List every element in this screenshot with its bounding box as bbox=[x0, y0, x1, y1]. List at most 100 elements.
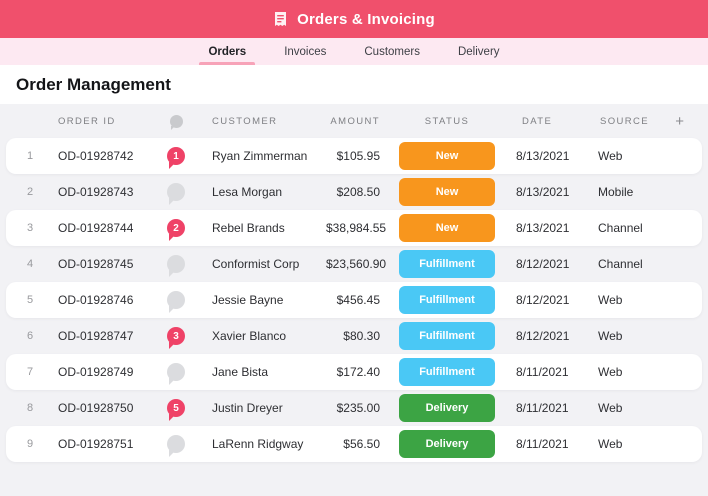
date-cell: 8/12/2021 bbox=[516, 329, 570, 343]
amount-cell: $456.45 bbox=[336, 293, 380, 307]
date-cell: 8/12/2021 bbox=[516, 293, 570, 307]
comment-count: 1 bbox=[173, 150, 179, 162]
source-cell: Web bbox=[598, 149, 623, 163]
date-cell: 8/13/2021 bbox=[516, 221, 570, 235]
table-row[interactable]: 4 OD-01928745 Conformist Corp $23,560.90… bbox=[6, 246, 702, 282]
row-number: 4 bbox=[26, 258, 34, 270]
customer-cell: Conformist Corp bbox=[212, 257, 300, 271]
table-body: 1 OD-01928742 1 Ryan Zimmerman $105.95 N… bbox=[6, 138, 702, 462]
status-badge[interactable]: Fulfillment bbox=[399, 286, 495, 314]
table-row[interactable]: 6 OD-01928747 3 Xavier Blanco $80.30 Ful… bbox=[6, 318, 702, 354]
row-number: 2 bbox=[26, 186, 34, 198]
date-cell: 8/11/2021 bbox=[516, 401, 569, 415]
amount-cell: $80.30 bbox=[343, 329, 380, 343]
column-header-status: STATUS bbox=[424, 115, 470, 127]
comments-column-header bbox=[154, 114, 198, 128]
tab-customers[interactable]: Customers bbox=[364, 45, 420, 58]
customer-cell: LaRenn Ridgway bbox=[212, 437, 304, 451]
receipt-icon bbox=[273, 11, 288, 28]
status-badge[interactable]: New bbox=[399, 142, 495, 170]
comment-bubble[interactable] bbox=[167, 255, 185, 273]
order-id-cell: OD-01928747 bbox=[58, 329, 134, 343]
page-header: Order Management bbox=[0, 65, 708, 104]
add-column-button[interactable]: + bbox=[675, 112, 684, 130]
source-cell: Web bbox=[598, 365, 623, 379]
customer-cell: Ryan Zimmerman bbox=[212, 149, 308, 163]
comment-count: 5 bbox=[173, 402, 179, 414]
comment-count: 2 bbox=[173, 222, 179, 234]
comment-bubble[interactable]: 2 bbox=[167, 219, 185, 237]
table-row[interactable]: 5 OD-01928746 Jessie Bayne $456.45 Fulfi… bbox=[6, 282, 702, 318]
amount-cell: $235.00 bbox=[336, 401, 380, 415]
date-cell: 8/11/2021 bbox=[516, 365, 569, 379]
orders-table: ORDER ID CUSTOMER AMOUNT STATUS DATE SOU… bbox=[0, 104, 708, 496]
app-header: Orders & Invoicing bbox=[0, 0, 708, 38]
tab-invoices[interactable]: Invoices bbox=[284, 45, 327, 58]
status-badge[interactable]: Delivery bbox=[399, 394, 495, 422]
column-header-amount: AMOUNT bbox=[330, 115, 380, 127]
status-badge[interactable]: Fulfillment bbox=[399, 250, 495, 278]
table-row[interactable]: 3 OD-01928744 2 Rebel Brands $38,984.55 … bbox=[6, 210, 702, 246]
source-cell: Channel bbox=[598, 221, 643, 235]
date-cell: 8/11/2021 bbox=[516, 437, 569, 451]
row-number: 9 bbox=[26, 438, 34, 450]
order-id-cell: OD-01928750 bbox=[58, 401, 134, 415]
amount-cell: $23,560.90 bbox=[326, 257, 387, 271]
row-number: 3 bbox=[26, 222, 34, 234]
amount-cell: $172.40 bbox=[336, 365, 380, 379]
table-row[interactable]: 1 OD-01928742 1 Ryan Zimmerman $105.95 N… bbox=[6, 138, 702, 174]
comment-bubble[interactable] bbox=[167, 183, 185, 201]
status-badge[interactable]: Fulfillment bbox=[399, 358, 495, 386]
order-id-cell: OD-01928751 bbox=[58, 437, 134, 451]
row-number: 8 bbox=[26, 402, 34, 414]
comment-bubble[interactable]: 5 bbox=[167, 399, 185, 417]
comment-bubble[interactable] bbox=[167, 291, 185, 309]
amount-cell: $208.50 bbox=[336, 185, 380, 199]
source-cell: Web bbox=[598, 329, 623, 343]
comment-bubble[interactable] bbox=[167, 363, 185, 381]
table-row[interactable]: 8 OD-01928750 5 Justin Dreyer $235.00 De… bbox=[6, 390, 702, 426]
source-cell: Web bbox=[598, 293, 623, 307]
tab-delivery[interactable]: Delivery bbox=[457, 45, 500, 58]
comment-bubble[interactable]: 3 bbox=[167, 327, 185, 345]
date-cell: 8/13/2021 bbox=[516, 149, 570, 163]
status-badge[interactable]: New bbox=[399, 178, 495, 206]
amount-cell: $38,984.55 bbox=[326, 221, 387, 235]
column-header-customer: CUSTOMER bbox=[212, 115, 278, 127]
order-id-cell: OD-01928744 bbox=[58, 221, 134, 235]
customer-cell: Jessie Bayne bbox=[212, 293, 284, 307]
customer-cell: Jane Bista bbox=[212, 365, 269, 379]
row-number: 7 bbox=[26, 366, 34, 378]
status-badge[interactable]: New bbox=[399, 214, 495, 242]
column-header-date: DATE bbox=[522, 115, 553, 127]
table-row[interactable]: 2 OD-01928743 Lesa Morgan $208.50 New 8/… bbox=[6, 174, 702, 210]
status-badge[interactable]: Fulfillment bbox=[399, 322, 495, 350]
row-number: 1 bbox=[26, 150, 34, 162]
source-cell: Web bbox=[598, 401, 623, 415]
order-id-cell: OD-01928742 bbox=[58, 149, 134, 163]
row-number: 6 bbox=[26, 330, 34, 342]
comment-bubble[interactable]: 1 bbox=[167, 147, 185, 165]
date-cell: 8/13/2021 bbox=[516, 185, 570, 199]
amount-cell: $56.50 bbox=[343, 437, 380, 451]
row-number: 5 bbox=[26, 294, 34, 306]
table-row[interactable]: 7 OD-01928749 Jane Bista $172.40 Fulfill… bbox=[6, 354, 702, 390]
order-id-cell: OD-01928746 bbox=[58, 293, 134, 307]
customer-cell: Rebel Brands bbox=[212, 221, 285, 235]
order-id-cell: OD-01928749 bbox=[58, 365, 134, 379]
comment-bubble[interactable] bbox=[167, 435, 185, 453]
source-cell: Mobile bbox=[598, 185, 634, 199]
status-badge[interactable]: Delivery bbox=[399, 430, 495, 458]
table-header-row: ORDER ID CUSTOMER AMOUNT STATUS DATE SOU… bbox=[6, 104, 702, 138]
table-row[interactable]: 9 OD-01928751 LaRenn Ridgway $56.50 Deli… bbox=[6, 426, 702, 462]
order-id-cell: OD-01928743 bbox=[58, 185, 134, 199]
customer-cell: Justin Dreyer bbox=[212, 401, 283, 415]
app-title: Orders & Invoicing bbox=[297, 10, 435, 28]
column-header-order-id: ORDER ID bbox=[58, 115, 116, 127]
column-header-source: SOURCE bbox=[600, 115, 650, 127]
comment-bubble-icon bbox=[169, 114, 183, 128]
customer-cell: Lesa Morgan bbox=[212, 185, 283, 199]
tab-orders[interactable]: Orders bbox=[199, 38, 255, 65]
page-title: Order Management bbox=[16, 74, 171, 94]
order-id-cell: OD-01928745 bbox=[58, 257, 134, 271]
